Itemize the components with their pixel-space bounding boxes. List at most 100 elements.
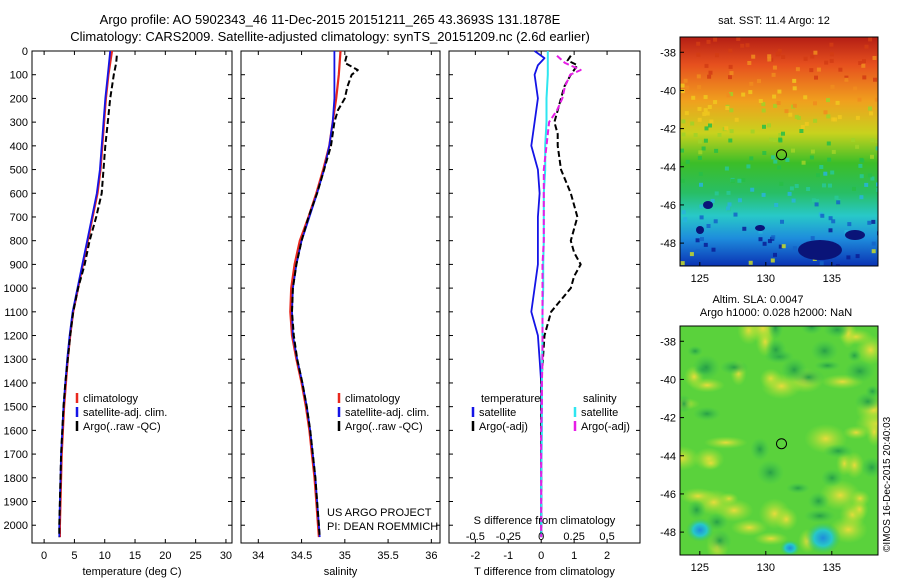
sst-pixel [680, 148, 684, 153]
plot-frame [448, 50, 641, 544]
sst-pixel [846, 255, 851, 260]
sst-pixel [855, 115, 860, 120]
sst-pixel [770, 258, 775, 263]
map-frame [679, 36, 879, 267]
sla-high-patch [850, 490, 870, 507]
sla-high-patch [704, 436, 748, 449]
sst-pixel [777, 165, 782, 170]
sst-cold-patch [845, 230, 865, 240]
sst-pixel [698, 172, 703, 176]
xtick-label: 1 [571, 550, 577, 562]
ytick-label: 600 [10, 188, 28, 200]
sst-pixel [758, 237, 763, 242]
legend-label: satellite-adj. clim. [83, 407, 167, 419]
sst-pixel [795, 67, 800, 72]
sla-low-patch [692, 354, 721, 380]
ytick-label: 1800 [4, 473, 28, 485]
xtick-label: 20 [159, 550, 171, 562]
ytick-label: 1900 [4, 497, 28, 509]
sst-pixel [844, 230, 849, 235]
sst-pixel [831, 219, 836, 224]
sla-field [680, 326, 878, 555]
sst-pixel [835, 100, 840, 105]
sst-pixel [748, 260, 753, 265]
series-salinity-argo-adj- [540, 54, 582, 538]
annotation-label: US ARGO PROJECT [327, 507, 432, 519]
sst-pixel [772, 94, 777, 99]
sst-pixel [730, 178, 735, 183]
sst-pixel [828, 216, 833, 221]
sst-cold-patch [755, 225, 765, 231]
ytick-label: 1600 [4, 425, 28, 437]
sst-pixel [806, 187, 811, 191]
sst-pixel [708, 123, 712, 128]
sst-pixel [827, 157, 832, 162]
sst-pixel [684, 111, 689, 116]
sst-pixel [769, 137, 774, 142]
top-xtick-label: 0 [538, 531, 544, 543]
sst-pixel [864, 44, 869, 49]
sst-pixel [749, 81, 754, 86]
sst-pixel [771, 155, 776, 160]
sst-pixel [748, 90, 753, 95]
sst-pixel [814, 75, 818, 80]
xtick-label: 15 [129, 550, 141, 562]
legend-label: Argo(-adj) [479, 421, 528, 433]
sla-high-patch [866, 417, 878, 447]
map-frame [679, 325, 879, 556]
sla-high-patch [819, 479, 862, 511]
map-ytick-label: -38 [660, 47, 676, 59]
xtick-label: 5 [71, 550, 77, 562]
sst-pixel [809, 155, 814, 160]
sst-pixel [862, 75, 867, 80]
xtick-label: 10 [99, 550, 111, 562]
sla-high-patch [855, 335, 878, 365]
sla-low-patch [823, 444, 854, 458]
sst-pixel [703, 108, 708, 113]
sst-pixel [789, 186, 794, 191]
map-ytick-label: -40 [660, 85, 676, 97]
sst-pixel [820, 213, 825, 218]
sst-pixel [875, 139, 878, 144]
sst-pixel [837, 115, 842, 120]
sst-field [680, 37, 878, 266]
sst-pixel [819, 165, 824, 169]
sst-pixel [727, 202, 732, 207]
sla-low-patch [693, 406, 721, 421]
sla-map: 125 130 135 -38 -40 -42 -44 -46 -48 Altim. SLA: 0… [660, 294, 879, 574]
sst-pixel [737, 198, 742, 203]
sst-pixel [772, 65, 777, 70]
sst-pixel [781, 131, 785, 136]
sst-pixel [705, 111, 710, 116]
sst-pixel [717, 133, 722, 137]
ytick-label: 200 [10, 93, 28, 105]
legend-label: Argo(..raw -QC) [345, 421, 423, 433]
sst-pixel [823, 110, 828, 115]
sst-pixel [876, 182, 878, 187]
sla-high-patch [774, 507, 798, 532]
legend-label: satellite-adj. clim. [345, 407, 429, 419]
ytick-label: 1000 [4, 283, 28, 295]
sst-pixel [742, 226, 747, 231]
sst-pixel [681, 132, 686, 137]
sst-pixel [729, 92, 734, 97]
sst-pixel [870, 176, 875, 181]
sst-pixel [771, 235, 776, 240]
sla-eddy [686, 518, 714, 542]
sst-pixel [728, 48, 733, 53]
legend-label: Argo(-adj) [581, 421, 630, 433]
map-xtick-label: 125 [691, 273, 709, 285]
sst-pixel [681, 210, 686, 215]
legend-title: temperature [481, 393, 540, 405]
map-panels: 125 130 135 -38 -40 -42 -44 -46 -48 sat. SST: 11.… [660, 15, 879, 574]
sst-pixel [867, 220, 872, 225]
sst-pixel [704, 126, 709, 131]
sla-low-patch [750, 437, 770, 461]
sst-pixel [792, 78, 797, 83]
map-title-line1: Altim. SLA: 0.0047 [712, 294, 803, 306]
sst-pixel [822, 183, 826, 188]
sst-pixel [824, 60, 829, 65]
top-xtick-label: 0.5 [599, 531, 614, 543]
sst-pixel [804, 121, 809, 126]
